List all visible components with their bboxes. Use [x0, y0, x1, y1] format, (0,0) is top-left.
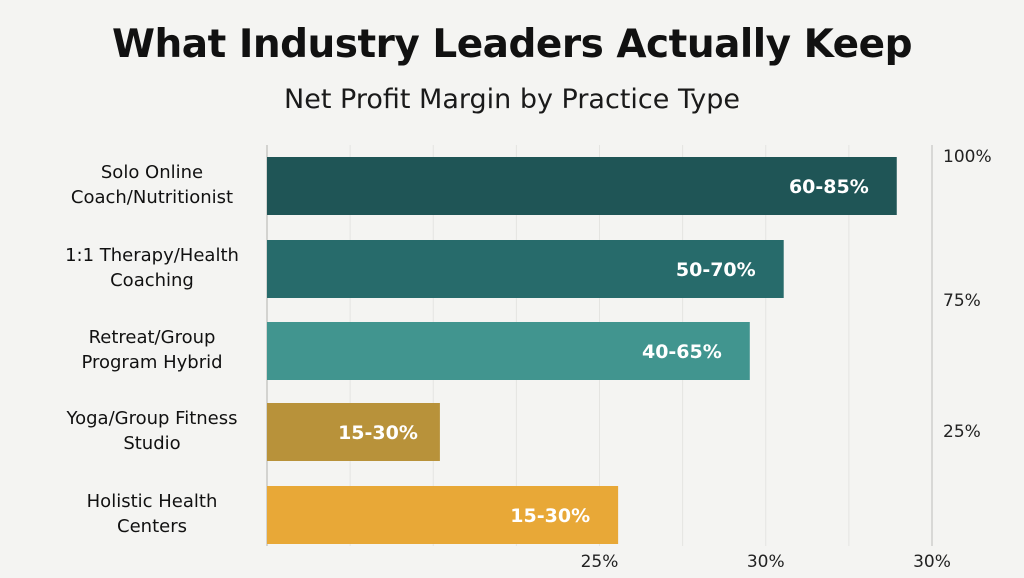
chart-title: What Industry Leaders Actually Keep: [112, 22, 913, 67]
data-label: 50-70%: [676, 259, 756, 281]
data-label: 60-85%: [789, 176, 869, 198]
data-label: 40-65%: [642, 341, 722, 363]
category-label: 1:1 Therapy/Health Coaching: [27, 243, 277, 293]
category-label-line: Holistic Health: [86, 491, 218, 512]
category-label-line: Studio: [123, 433, 181, 454]
category-label-line: Program Hybrid: [81, 352, 223, 373]
right-axis-label: 75%: [943, 291, 981, 311]
chart-subtitle: Net Profit Margin by Practice Type: [284, 84, 740, 115]
category-label-line: 1:1 Therapy/Health: [65, 245, 239, 266]
right-axis-label: 25%: [943, 422, 981, 442]
x-tick-label: 30%: [913, 552, 951, 572]
category-label: Yoga/Group Fitness Studio: [27, 406, 277, 456]
category-label-line: Solo Online: [100, 162, 204, 183]
data-label: 15-30%: [338, 422, 418, 444]
category-label: Solo Online Coach/Nutritionist: [27, 160, 277, 210]
bar: [267, 157, 897, 215]
x-tick-label: 30%: [747, 552, 785, 572]
right-axis-label: 100%: [943, 147, 992, 167]
data-label: 15-30%: [510, 505, 590, 527]
category-label-line: Coach/Nutritionist: [70, 187, 234, 208]
x-tick-label: 25%: [581, 552, 619, 572]
bar: [267, 403, 440, 461]
bar: [267, 322, 750, 380]
category-label-line: Retreat/Group: [88, 327, 216, 348]
category-label-line: Centers: [117, 516, 187, 537]
bar: [267, 486, 619, 544]
category-label-line: Coaching: [110, 270, 194, 291]
category-label: Holistic Health Centers: [27, 489, 277, 539]
bar: [267, 240, 784, 298]
category-label-line: Yoga/Group Fitness: [66, 408, 238, 429]
category-label: Retreat/Group Program Hybrid: [27, 325, 277, 375]
